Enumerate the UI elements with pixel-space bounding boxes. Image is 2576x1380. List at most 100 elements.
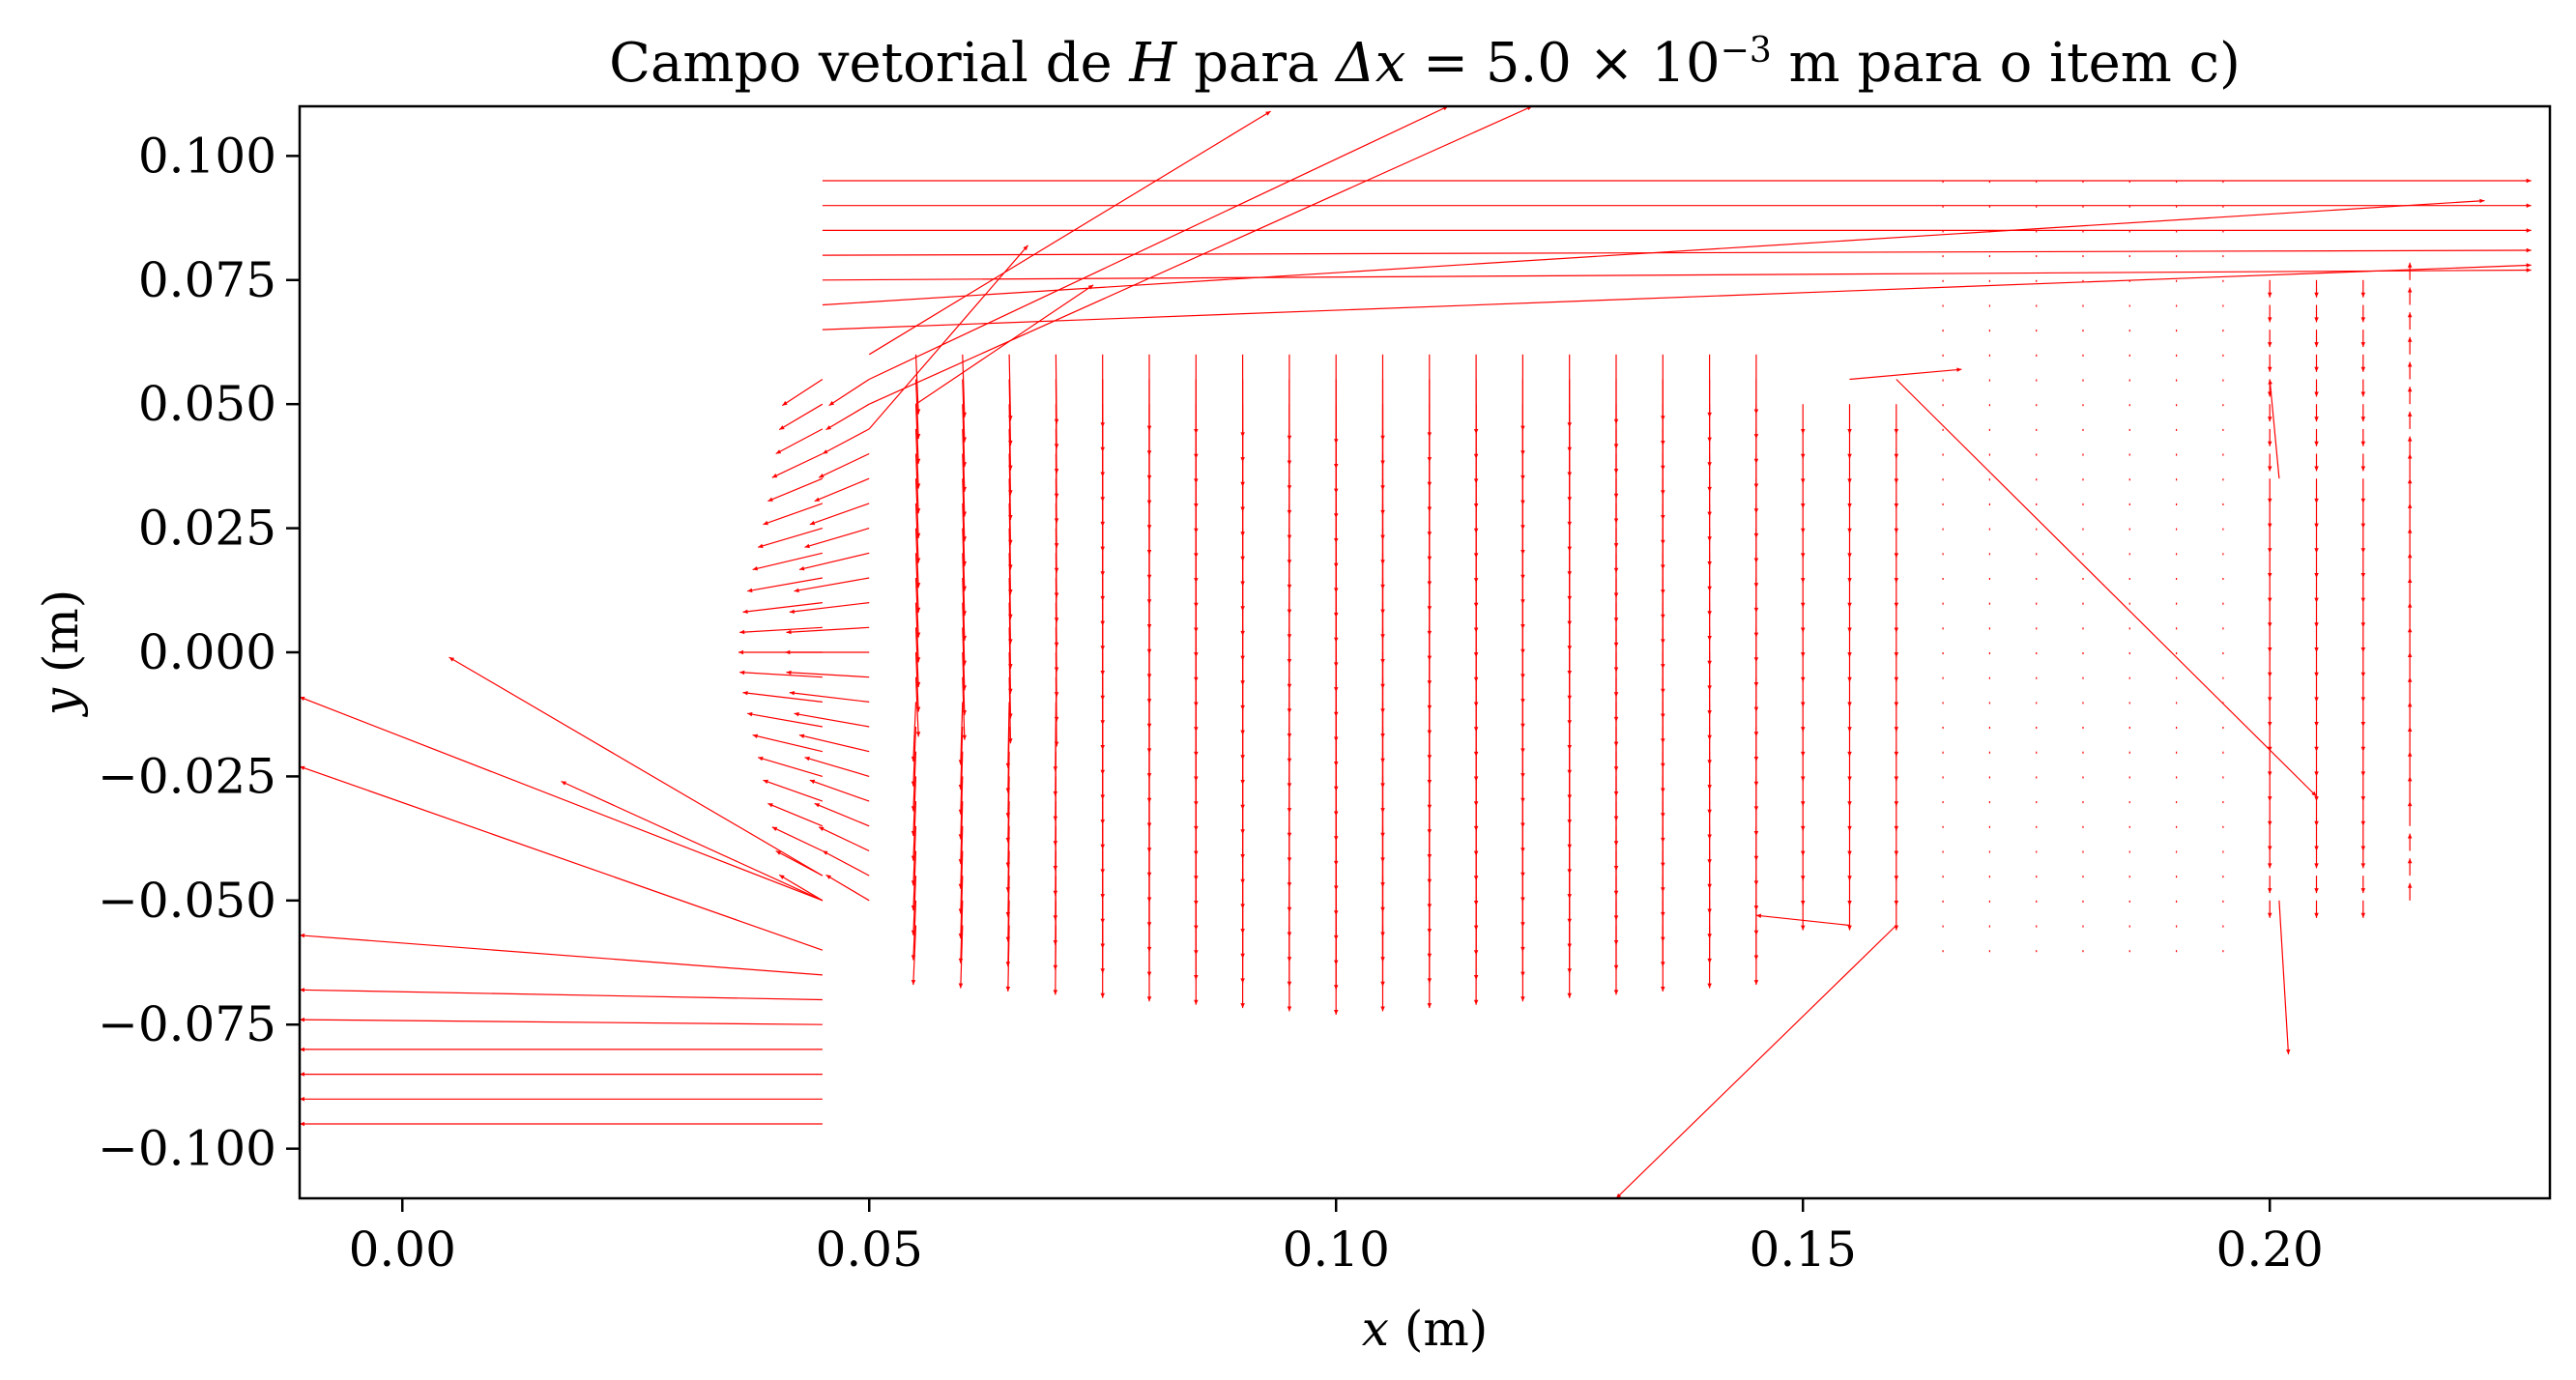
field-vector-head: [1287, 485, 1292, 491]
field-vector: [960, 850, 964, 914]
field-vector-head: [2222, 902, 2224, 903]
field-vector-head: [2407, 727, 2413, 732]
field-vector-head: [1473, 478, 1479, 484]
field-vector-head: [2268, 746, 2272, 752]
field-vector-head: [911, 831, 916, 836]
field-vector-head: [1801, 801, 1806, 807]
field-vector-head: [2036, 504, 2037, 505]
field-vector-head: [1707, 834, 1712, 840]
field-vector-head: [1707, 710, 1712, 716]
field-vector-head: [1427, 978, 1433, 984]
field-vector-head: [1334, 985, 1339, 991]
field-vector-head: [1334, 762, 1339, 767]
field-vector-head: [1989, 305, 1990, 307]
field-vector-head: [1567, 620, 1572, 626]
field-vector: [962, 528, 966, 591]
field-vector-head: [2407, 528, 2413, 533]
field-vector-head: [1334, 811, 1339, 817]
field-vector-head: [2407, 882, 2413, 888]
field-vector-head: [2222, 604, 2224, 605]
field-vector-head: [1473, 727, 1479, 733]
field-vector: [767, 477, 824, 503]
field-vector-head: [1380, 509, 1385, 515]
field-vector: [962, 404, 966, 468]
field-vector-head: [1008, 738, 1013, 744]
field-vector-head: [1894, 676, 1899, 682]
field-vector-head: [1989, 479, 1990, 481]
field-vector-head: [1194, 975, 1199, 980]
field-vector-head: [1287, 683, 1292, 689]
field-vector-head: [2360, 746, 2366, 752]
field-vector-head: [1567, 745, 1572, 750]
field-vector-head: [2360, 622, 2366, 628]
field-vector-head: [2082, 579, 2084, 580]
field-vector-head: [1194, 553, 1199, 559]
field-vector-head: [1661, 416, 1665, 421]
field-vector-head: [1613, 444, 1619, 449]
field-vector-head: [2082, 182, 2084, 184]
field-vector-head: [2129, 653, 2130, 655]
field-vector-head: [1473, 676, 1479, 682]
field-vector-head: [1473, 751, 1479, 757]
field-vector-head: [1801, 751, 1806, 757]
field-vector-head: [915, 607, 921, 613]
field-vector-head: [804, 756, 810, 762]
field-vector: [960, 900, 964, 963]
field-vector-head: [2176, 604, 2177, 605]
field-vector-head: [1287, 758, 1292, 763]
field-vector-head: [2082, 653, 2084, 655]
field-vector-head: [1380, 634, 1385, 640]
field-vector-head: [1707, 983, 1712, 989]
field-vector-head: [1707, 611, 1712, 617]
field-vector-head: [1661, 962, 1665, 967]
field-vector-head: [1567, 521, 1572, 527]
field-vector-head: [1473, 528, 1479, 533]
field-vector-head: [2314, 912, 2319, 918]
field-vector-head: [1194, 850, 1199, 856]
field-vector: [914, 528, 919, 589]
field-vector-head: [2407, 676, 2413, 682]
field-vector: [809, 779, 870, 802]
field-vector-head: [911, 930, 916, 935]
field-vector-head: [2360, 317, 2366, 323]
field-vector: [914, 602, 919, 663]
field-vector-head: [1100, 894, 1105, 900]
field-vector-head: [1194, 825, 1199, 831]
field-vector-head: [1942, 554, 1944, 556]
field-vector-head: [1053, 964, 1058, 970]
field-vector-head: [2407, 453, 2413, 459]
field-vector-head: [2222, 579, 2224, 580]
field-vector-head: [1942, 579, 1944, 580]
field-vector-head: [1753, 855, 1759, 861]
field-vector-head: [962, 561, 967, 566]
field-vector-head: [1894, 727, 1899, 733]
field-vector-head: [1287, 981, 1292, 987]
field-vector-head: [1520, 971, 1525, 977]
field-vector-head: [2360, 498, 2366, 503]
field-vector-head: [794, 588, 799, 593]
field-vector-head: [962, 437, 967, 443]
field-vector: [912, 850, 917, 911]
field-vector-head: [2129, 877, 2130, 878]
field-vector-head: [758, 756, 764, 762]
field-vector-head: [1287, 906, 1292, 912]
field-vector-head: [2360, 796, 2366, 802]
field-vector-head: [2082, 380, 2084, 382]
field-vector: [818, 826, 870, 852]
field-vector-head: [2360, 417, 2366, 422]
field-vector-head: [2360, 912, 2366, 918]
field-vector-head: [1989, 331, 1990, 332]
field-vector-head: [1146, 648, 1152, 654]
field-vector-head: [2036, 207, 2037, 208]
field-vector-head: [1240, 978, 1245, 984]
field-vector-head: [911, 955, 916, 961]
field-vector: [758, 528, 824, 548]
field-vector-head: [2268, 548, 2272, 554]
field-vector-head: [1287, 882, 1292, 888]
field-vector-head: [1100, 745, 1105, 750]
field-vector-head: [2129, 529, 2130, 531]
field-vector: [868, 244, 1028, 430]
field-vector-head: [915, 508, 921, 514]
x-axis-ticks: 0.00 0.05 0.10 0.15 0.20: [349, 1198, 2324, 1278]
field-vector-head: [1194, 602, 1199, 608]
